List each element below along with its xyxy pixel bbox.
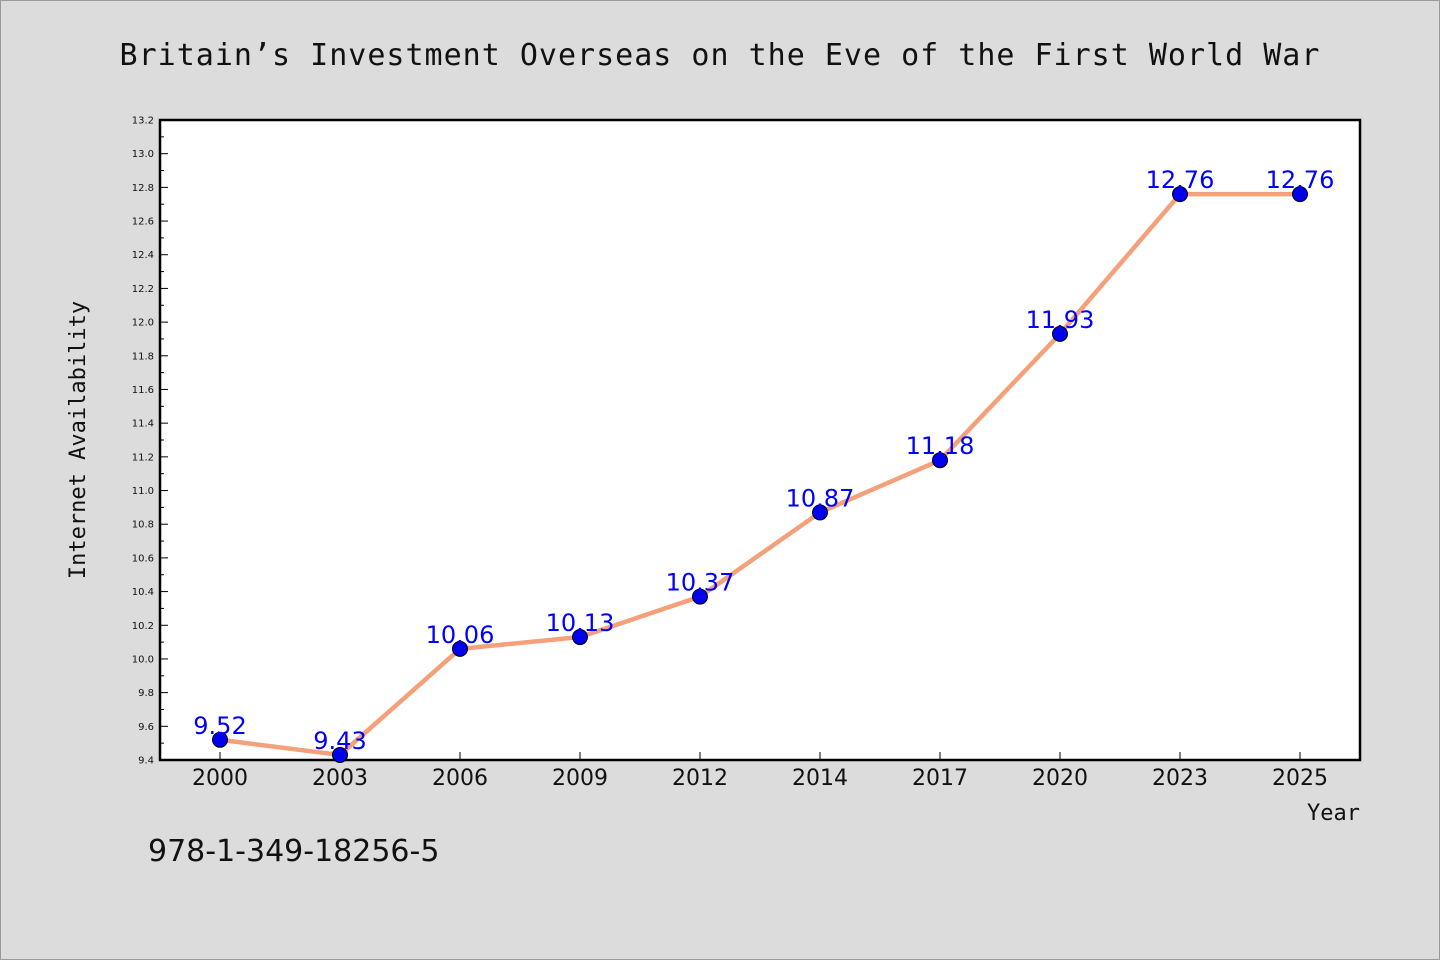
y-tick-label: 10.8 (132, 520, 154, 531)
y-tick-label: 12.8 (132, 183, 154, 194)
data-label: 10.13 (546, 609, 615, 637)
y-tick-label: 13.2 (132, 116, 154, 127)
x-tick-label: 2023 (1152, 766, 1208, 791)
x-tick-label: 2014 (792, 766, 848, 791)
y-axis-title: Internet Availability (66, 301, 91, 579)
y-tick-label: 11.4 (132, 419, 154, 430)
data-point (1052, 325, 1068, 342)
y-tick-label: 9.4 (138, 756, 154, 767)
data-point (932, 452, 948, 469)
data-point (812, 504, 828, 521)
y-tick-label: 13.0 (132, 149, 154, 160)
y-tick-label: 12.2 (132, 284, 154, 295)
y-tick-label: 11.6 (132, 385, 154, 396)
data-label: 10.87 (786, 484, 855, 512)
y-tick-label: 11.0 (132, 486, 154, 497)
x-tick-label: 2009 (552, 766, 608, 791)
data-label: 12.76 (1146, 166, 1215, 194)
x-tick-label: 2003 (312, 766, 368, 791)
series-line (219, 191, 1300, 758)
data-point (1292, 186, 1308, 203)
data-point (212, 731, 228, 748)
data-label: 10.06 (426, 621, 495, 649)
x-axis-ticks: 2000 2003 2006 2009 2012 2014 2017 2020 2023 2025 (192, 752, 1328, 791)
data-point (1172, 186, 1188, 203)
series-group: 9.52 9.43 10.06 10.13 10.37 10.87 11.18 11.93 12… (193, 166, 1335, 763)
y-tick-label: 10.2 (132, 621, 154, 632)
y-tick-label: 12.4 (132, 250, 154, 261)
y-tick-label: 10.4 (132, 587, 154, 598)
y-tick-label: 12.6 (132, 217, 154, 228)
data-label: 11.18 (906, 432, 975, 460)
x-tick-label: 2012 (672, 766, 728, 791)
chart-title: Britain’s Investment Overseas on the Eve… (119, 38, 1321, 73)
y-tick-label: 9.6 (138, 722, 154, 733)
data-point (332, 746, 348, 763)
data-label: 12.76 (1266, 166, 1335, 194)
data-point (572, 629, 588, 646)
y-axis-ticks: 9.4 9.6 9.8 10.0 10.2 10.4 10.6 10.8 11.0 11.2 11.… (132, 116, 168, 767)
data-label: 11.93 (1026, 306, 1095, 334)
footer-isbn: 978-1-349-18256-5 (148, 834, 440, 869)
y-tick-label: 10.6 (132, 553, 154, 564)
y-tick-label: 9.8 (138, 688, 154, 699)
x-tick-label: 2017 (912, 766, 968, 791)
data-label: 10.37 (666, 569, 735, 597)
y-tick-label: 10.0 (132, 654, 154, 665)
plot-area (158, 118, 1362, 762)
x-tick-label: 2006 (432, 766, 488, 791)
data-label: 9.52 (193, 712, 246, 740)
data-label: 9.43 (313, 727, 366, 755)
data-point (692, 588, 708, 605)
data-point (452, 640, 468, 657)
x-tick-label: 2000 (192, 766, 248, 791)
x-tick-label: 2020 (1032, 766, 1088, 791)
x-axis-title: Year (1307, 801, 1360, 826)
y-tick-label: 11.8 (132, 351, 154, 362)
y-tick-label: 12.0 (132, 318, 154, 329)
x-tick-label: 2025 (1272, 766, 1328, 791)
y-tick-label: 11.2 (132, 452, 154, 463)
